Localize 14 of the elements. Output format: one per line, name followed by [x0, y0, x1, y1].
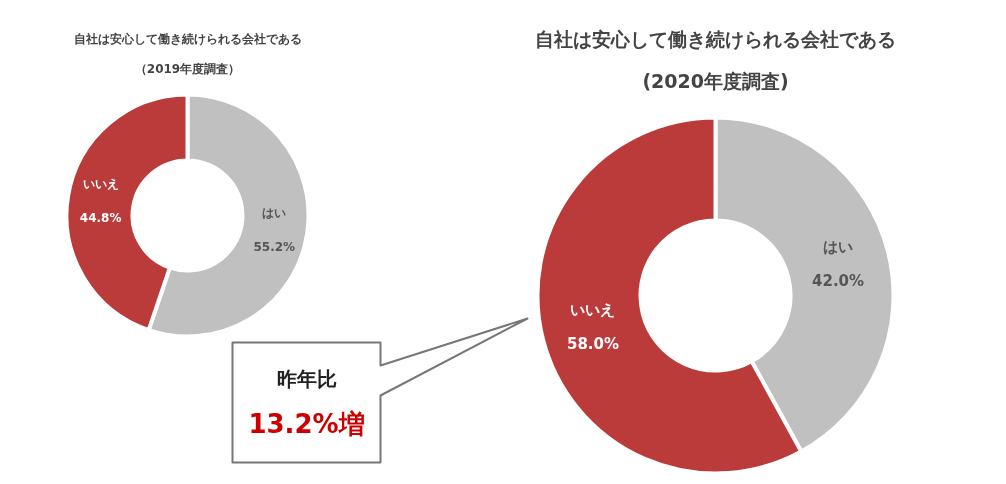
slice-label: はい: [823, 238, 854, 257]
chart-subtitle: (2020年度調査): [642, 69, 789, 92]
data-label: 42.0%: [812, 272, 865, 291]
text: 13.2%増: [248, 408, 365, 439]
chart-subtitle: （2019年度調査）: [134, 61, 241, 76]
chart-title: 自社は安心して働き続けられる会社である: [73, 31, 302, 46]
slice-label: いいえ: [570, 300, 616, 319]
chart-title: 自社は安心して働き続けられる会社である: [535, 27, 896, 50]
data-label: 44.8%: [79, 211, 122, 226]
text: 昨年比: [276, 366, 337, 391]
slice-label: いいえ: [82, 177, 119, 192]
slice-label: はい: [262, 205, 287, 220]
data-label: 55.2%: [253, 239, 296, 254]
data-label: 58.0%: [566, 334, 619, 353]
